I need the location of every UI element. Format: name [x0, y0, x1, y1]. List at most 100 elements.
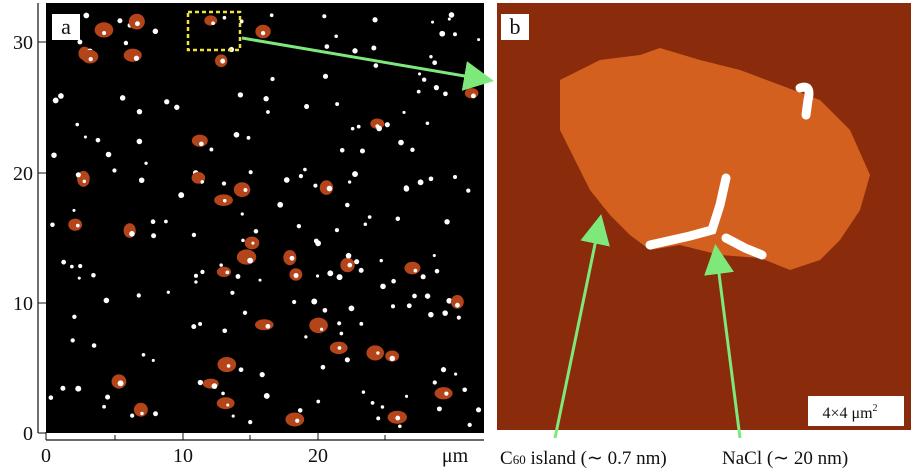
particle — [402, 110, 406, 115]
particle — [350, 126, 355, 131]
particle — [239, 19, 244, 24]
particle — [433, 85, 440, 91]
particle — [403, 186, 410, 192]
island — [81, 49, 99, 64]
particle — [320, 327, 324, 331]
particle — [83, 135, 87, 139]
particle — [371, 45, 377, 51]
particle — [222, 198, 227, 203]
particle — [456, 315, 461, 320]
particle — [103, 297, 110, 304]
particle — [283, 177, 290, 183]
particle — [410, 147, 415, 153]
particle — [219, 263, 223, 267]
particle — [434, 268, 440, 274]
particle — [416, 89, 421, 94]
particle — [129, 231, 135, 237]
arrow — [704, 244, 742, 439]
particle — [417, 72, 422, 76]
particle — [444, 219, 450, 225]
particle — [412, 293, 417, 299]
particle — [420, 274, 426, 280]
x-unit: μm — [442, 445, 469, 467]
particle — [448, 12, 455, 18]
particle — [238, 367, 244, 373]
particle — [436, 406, 442, 412]
particle — [432, 380, 437, 385]
nacl-crystal — [795, 82, 814, 120]
particle — [470, 93, 476, 99]
particle — [102, 404, 106, 409]
particle — [413, 268, 418, 273]
particle — [358, 267, 364, 273]
particle — [425, 121, 430, 126]
arrow — [241, 36, 494, 91]
particle — [295, 418, 300, 423]
particle — [222, 15, 227, 20]
particle — [151, 358, 155, 362]
particle — [398, 139, 404, 146]
particle — [344, 357, 350, 363]
particle — [72, 208, 76, 212]
particle — [379, 258, 383, 263]
particle — [130, 413, 135, 418]
island — [233, 182, 251, 197]
particle — [194, 280, 198, 284]
particle — [363, 222, 368, 227]
particle — [380, 405, 385, 409]
particle — [475, 407, 482, 413]
particle — [322, 307, 328, 313]
particle — [75, 122, 80, 127]
annotation: C60 island (∼ 0.7 nm) — [500, 448, 667, 469]
y-tick-label: 0 — [23, 423, 33, 445]
particle — [334, 228, 339, 233]
island — [450, 295, 464, 309]
particle — [297, 408, 303, 413]
particle — [334, 34, 338, 39]
particle — [446, 297, 453, 304]
particle — [237, 92, 244, 98]
y-tick-label: 10 — [13, 293, 33, 315]
annotation-sub: 60 — [513, 452, 526, 467]
particle — [200, 180, 204, 184]
particle — [452, 32, 457, 37]
particle — [322, 14, 327, 19]
particle — [140, 411, 144, 416]
particle — [335, 102, 340, 107]
particle — [356, 124, 361, 129]
particle — [304, 335, 308, 339]
particle — [398, 424, 402, 429]
y-tick-label: 20 — [13, 163, 33, 185]
particle — [348, 305, 355, 312]
particle — [199, 141, 204, 147]
particle — [230, 290, 235, 295]
particle — [220, 58, 226, 64]
particle — [320, 364, 326, 370]
particle — [138, 177, 145, 184]
particle — [75, 172, 81, 178]
particle — [432, 253, 436, 258]
annotation-prefix: C — [500, 448, 513, 469]
particle — [151, 233, 157, 239]
particle — [428, 311, 434, 318]
particle — [315, 240, 321, 247]
particle — [270, 76, 275, 82]
particle — [102, 31, 107, 35]
particle — [263, 392, 270, 399]
particle — [424, 293, 431, 299]
particle — [347, 180, 352, 184]
particle — [345, 252, 352, 259]
particle — [48, 395, 54, 400]
island — [191, 134, 208, 147]
particle — [345, 202, 350, 208]
particle — [452, 174, 458, 179]
particle — [354, 259, 360, 265]
particle — [376, 416, 381, 421]
x-tick-label: 10 — [173, 445, 193, 467]
particle — [77, 39, 83, 45]
panel-label-box — [52, 14, 80, 40]
particle — [60, 385, 66, 391]
particle — [251, 241, 255, 245]
particle — [105, 394, 111, 400]
